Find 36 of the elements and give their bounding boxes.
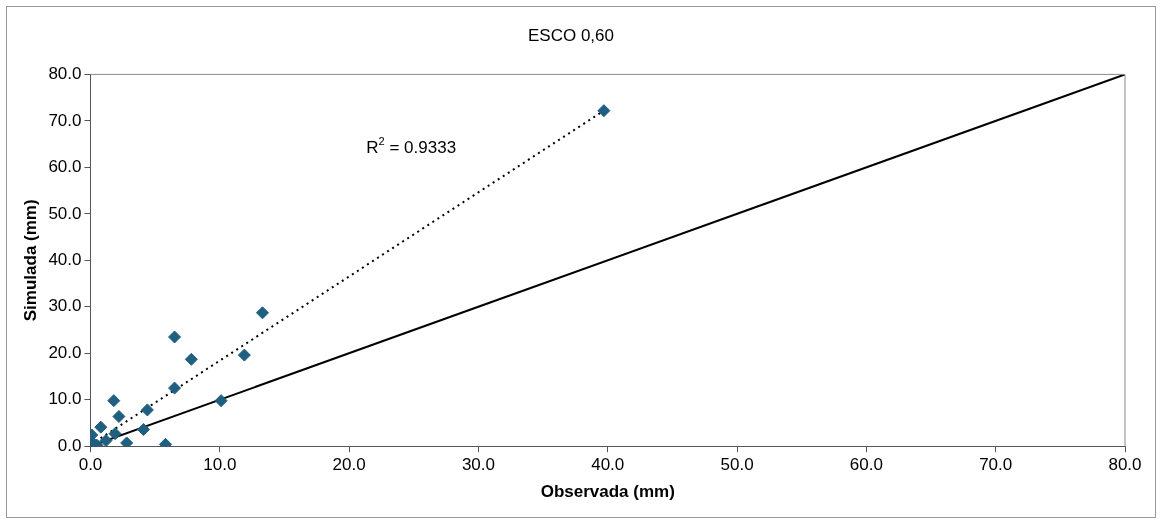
point <box>237 348 251 362</box>
y-axis-title: Simulada (mm) <box>20 199 40 322</box>
x-tick-label: 70.0 <box>979 455 1013 475</box>
point <box>120 436 134 447</box>
x-tick-label: 10.0 <box>203 455 237 475</box>
point <box>99 434 113 447</box>
x-tick-label: 30.0 <box>461 455 495 475</box>
y-tick-label: 0.0 <box>57 435 82 455</box>
point <box>255 306 269 320</box>
y-tick-label: 80.0 <box>48 64 82 84</box>
x-tick-label: 20.0 <box>332 455 366 475</box>
chart-title: ESCO 0,60 <box>528 25 614 45</box>
y-tick-label: 30.0 <box>48 296 82 316</box>
point <box>94 420 108 434</box>
x-tick-label: 0.0 <box>78 455 103 475</box>
point <box>214 394 228 408</box>
point <box>597 104 611 118</box>
x-tick-label: 60.0 <box>849 455 883 475</box>
point <box>112 409 126 423</box>
point <box>184 352 198 366</box>
y-tick-label: 70.0 <box>48 110 82 130</box>
y-tick-label: 10.0 <box>48 389 82 409</box>
y-tick-label: 60.0 <box>48 157 82 177</box>
y-tick-label: 50.0 <box>48 203 82 223</box>
x-tick-label: 50.0 <box>720 455 754 475</box>
point <box>107 394 121 408</box>
point <box>137 422 151 436</box>
x-axis-title: Observada (mm) <box>540 482 675 502</box>
point <box>168 381 182 395</box>
x-tick-label: 80.0 <box>1108 455 1142 475</box>
x-tick-label: 40.0 <box>591 455 625 475</box>
point <box>140 403 154 417</box>
point <box>168 330 182 344</box>
y-tick-label: 20.0 <box>48 342 82 362</box>
y-tick-label: 40.0 <box>48 249 82 269</box>
point <box>108 427 122 441</box>
